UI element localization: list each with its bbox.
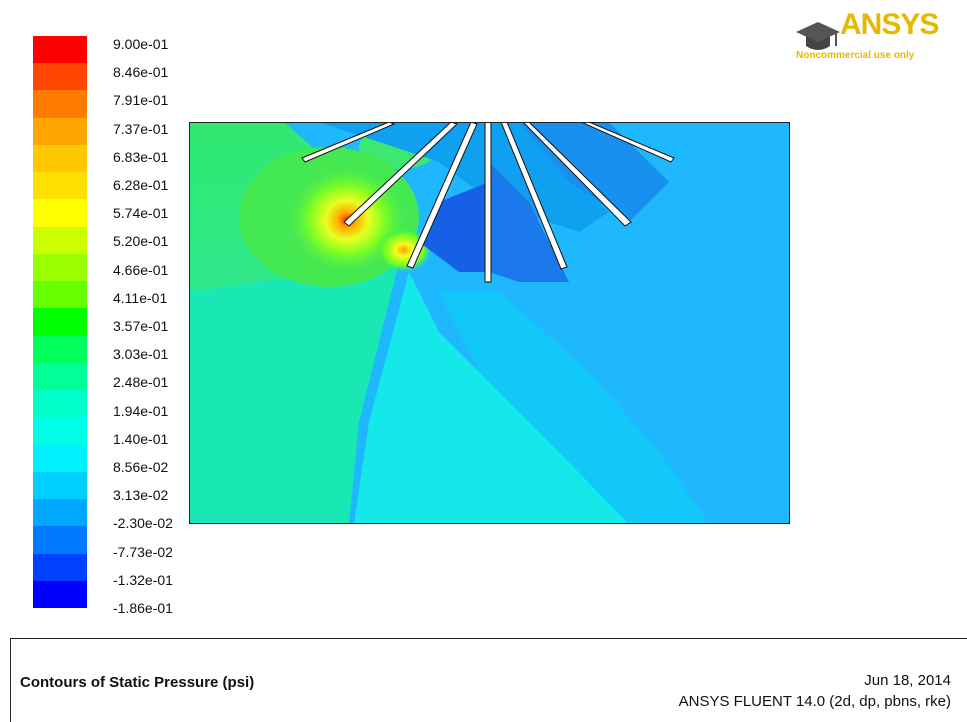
colorbar-swatch (33, 90, 87, 119)
plot-date: Jun 18, 2014 (864, 672, 951, 689)
contour-lowpressure-right (489, 162, 569, 282)
colorbar-swatch (33, 253, 87, 282)
colorbar-tick-label: 1.94e-01 (113, 402, 169, 419)
colorbar-tick-label: -1.86e-01 (113, 600, 173, 616)
ansys-logo (796, 22, 840, 50)
fin-group (301, 122, 675, 283)
colorbar-tick-label: 1.40e-01 (113, 430, 169, 447)
colorbar-swatch (33, 471, 87, 500)
colorbar-tick-label: 8.56e-02 (113, 459, 169, 475)
fin-5 (500, 122, 568, 270)
logo-subtext: Noncommercial use only (796, 50, 915, 61)
colorbar-swatch (33, 226, 87, 255)
colorbar-tick-label: 4.11e-01 (113, 289, 168, 306)
colorbar-tick-label: 7.91e-01 (113, 92, 169, 109)
colorbar-swatch (33, 172, 87, 200)
colorbar-tick-label: 3.13e-02 (113, 487, 169, 504)
colorbar-swatch (33, 308, 87, 337)
colorbar-swatch (33, 36, 87, 64)
footer-panel (10, 638, 967, 722)
colorbar (33, 36, 87, 609)
contour-region-blue-right-top (519, 122, 669, 222)
colorbar-swatch (33, 526, 87, 555)
contour-plot (189, 122, 790, 524)
fin-2 (343, 122, 458, 227)
colorbar-swatch (33, 117, 87, 146)
fin-7 (580, 122, 675, 163)
colorbar-tick-label: -7.73e-02 (113, 543, 173, 560)
contour-hotspot-secondary (376, 228, 432, 272)
colorbar-tick-label: 7.37e-01 (113, 120, 169, 137)
colorbar-tick-label: 5.74e-01 (113, 205, 169, 222)
contour-region-cyan (354, 272, 629, 524)
plot-border (189, 122, 790, 524)
colorbar-swatch (33, 390, 87, 418)
contour-lowpressure-left (419, 182, 489, 272)
colorbar-tick-label: 6.28e-01 (113, 177, 169, 193)
colorbar-swatch (33, 144, 87, 173)
colorbar-tick-label: 5.20e-01 (113, 233, 169, 250)
colorbar-swatch (33, 362, 87, 391)
colorbar-swatch (33, 580, 87, 609)
colorbar-tick-label: -2.30e-02 (113, 515, 173, 532)
colorbar-tick-label: -1.32e-01 (113, 571, 173, 588)
colorbar-tick-label: 8.46e-01 (113, 64, 169, 81)
colorbar-swatch (33, 499, 87, 527)
colorbar-swatch (33, 335, 87, 364)
colorbar-swatch (33, 444, 87, 473)
contour-region-lightblue (439, 292, 709, 524)
fin-3 (406, 122, 478, 269)
colorbar-tick-label: 2.48e-01 (113, 374, 169, 391)
colorbar-swatch (33, 417, 87, 446)
fin-6 (522, 122, 632, 227)
colorbar-swatch (33, 553, 87, 582)
colorbar-tick-label: 3.03e-01 (113, 346, 169, 363)
colorbar-tick-label: 9.00e-01 (113, 36, 169, 52)
contour-region-aqua-green (189, 262, 399, 524)
solver-info: ANSYS FLUENT 14.0 (2d, dp, pbns, rke) (678, 693, 951, 710)
logo-wordmark: ANSYS (840, 8, 939, 41)
colorbar-swatch (33, 63, 87, 91)
colorbar-tick-label: 6.83e-01 (113, 148, 169, 165)
colorbar-swatch (33, 199, 87, 228)
plot-title: Contours of Static Pressure (psi) (20, 674, 255, 691)
colorbar-tick-label: 4.66e-01 (113, 261, 169, 278)
fin-4 (484, 122, 492, 283)
graduation-cap-icon (796, 22, 840, 50)
colorbar-swatch (33, 281, 87, 309)
fin-1 (301, 122, 396, 163)
colorbar-tick-label: 3.57e-01 (113, 318, 169, 334)
